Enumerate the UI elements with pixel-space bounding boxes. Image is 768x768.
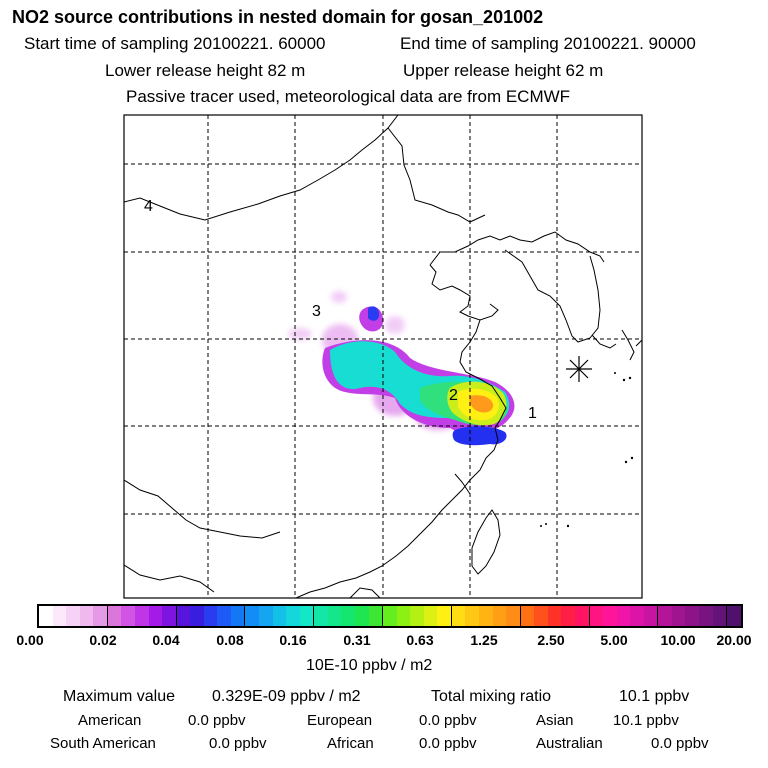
legend-color-swatch <box>52 606 67 626</box>
region-label-2: 2 <box>449 387 458 404</box>
legend-color-swatch <box>574 606 590 626</box>
source-name: Asian <box>536 712 574 729</box>
legend-color-swatch <box>121 606 135 626</box>
legend-color-swatch <box>451 606 466 626</box>
islands <box>540 372 634 528</box>
figure-title: NO2 source contributions in nested domai… <box>12 7 544 27</box>
legend-color-swatch <box>437 606 452 626</box>
legend-color-swatch <box>383 606 397 626</box>
region-label-1: 1 <box>528 405 537 422</box>
legend-color-swatch <box>727 606 741 626</box>
legend-color-swatch <box>66 606 80 626</box>
legend-color-swatch <box>299 606 315 626</box>
legend-tick: 0.16 <box>279 632 307 648</box>
legend-tick: 0.63 <box>406 632 434 648</box>
legend-color-swatch <box>603 606 617 626</box>
legend-color-swatch <box>658 606 672 626</box>
legend-color-swatch <box>39 606 53 626</box>
legend-color-swatch <box>712 606 728 626</box>
legend-tick: 1.25 <box>470 632 498 648</box>
legend-color-swatch <box>561 606 575 626</box>
legend-color-swatch <box>630 606 644 626</box>
legend-color-swatch <box>465 606 479 626</box>
receptor-star-icon <box>566 356 592 382</box>
legend-color-swatch <box>520 606 535 626</box>
legend-color-swatch <box>410 606 424 626</box>
legend-color-swatch <box>230 606 246 626</box>
legend-color-swatch <box>217 606 231 626</box>
legend-tick: 10.00 <box>660 632 696 648</box>
data-source-note: Passive tracer used, meteorological data… <box>126 87 571 106</box>
legend-color-swatch <box>534 606 548 626</box>
legend-color-swatch <box>327 606 342 626</box>
legend-color-swatch <box>107 606 122 626</box>
lat-lon-grid <box>124 115 642 598</box>
legend-color-swatch <box>79 606 94 626</box>
legend-color-swatch <box>272 606 287 626</box>
source-value: 10.1 ppbv <box>613 712 679 729</box>
start-time-label: Start time of sampling 20100221. 60000 <box>24 34 326 53</box>
legend-color-swatch <box>492 606 507 626</box>
source-value: 0.0 ppbv <box>188 712 246 729</box>
source-name: South American <box>50 735 156 752</box>
upper-release-height: Upper release height 62 m <box>403 61 604 80</box>
legend-color-swatch <box>245 606 259 626</box>
legend-tick: 0.31 <box>343 632 371 648</box>
legend-color-swatch <box>259 606 273 626</box>
concentration-plume <box>288 291 515 446</box>
legend-color-swatch <box>314 606 328 626</box>
source-name: European <box>307 712 373 729</box>
region-label-4: 4 <box>144 198 153 215</box>
legend-color-swatch <box>699 606 713 626</box>
map-frame <box>123 114 643 599</box>
legend-color-swatch <box>134 606 149 626</box>
max-value: 0.329E-09 ppbv / m2 <box>212 688 361 705</box>
legend-color-swatch <box>616 606 631 626</box>
coastlines <box>124 115 642 598</box>
source-value: 0.0 ppbv <box>209 735 267 752</box>
max-value-label: Maximum value <box>63 688 176 705</box>
legend-color-swatch <box>341 606 355 626</box>
legend-color-swatch <box>589 606 604 626</box>
legend-color-swatch <box>547 606 562 626</box>
source-value: 0.0 ppbv <box>651 735 709 752</box>
legend-tick: 0.08 <box>216 632 244 648</box>
legend-tick: 2.50 <box>537 632 565 648</box>
legend-color-swatch <box>671 606 686 626</box>
legend-color-swatch <box>203 606 218 626</box>
source-value: 0.0 ppbv <box>419 735 477 752</box>
source-name: Australian <box>536 735 603 752</box>
legend-color-swatch <box>190 606 204 626</box>
region-label-3: 3 <box>312 303 321 320</box>
legend-color-swatch <box>286 606 300 626</box>
lower-release-height: Lower release height 82 m <box>105 61 306 80</box>
legend-tick: 5.00 <box>600 632 628 648</box>
legend-color-swatch <box>643 606 659 626</box>
legend-unit: 10E-10 ppbv / m2 <box>306 657 433 674</box>
legend-color-swatch <box>423 606 438 626</box>
legend-color-swatch <box>162 606 177 626</box>
legend-colorbar <box>37 604 743 628</box>
legend-color-swatch <box>368 606 384 626</box>
legend-tick: 20.00 <box>716 632 752 648</box>
legend-tick: 0.02 <box>89 632 117 648</box>
legend-tick: 0.04 <box>152 632 180 648</box>
legend-tick: 0.00 <box>16 632 44 648</box>
source-name: African <box>327 735 374 752</box>
source-value: 0.0 ppbv <box>419 712 477 729</box>
source-name: American <box>78 712 142 729</box>
legend-color-swatch <box>479 606 493 626</box>
legend-color-swatch <box>176 606 191 626</box>
total-mixing-label: Total mixing ratio <box>431 688 552 705</box>
total-mixing-value: 10.1 ppbv <box>619 688 690 705</box>
legend-color-swatch <box>148 606 163 626</box>
legend-color-swatch <box>93 606 108 626</box>
legend-color-swatch <box>354 606 369 626</box>
legend-color-swatch <box>396 606 411 626</box>
end-time-label: End time of sampling 20100221. 90000 <box>400 34 696 53</box>
legend-color-swatch <box>685 606 699 626</box>
legend-color-swatch <box>506 606 521 626</box>
